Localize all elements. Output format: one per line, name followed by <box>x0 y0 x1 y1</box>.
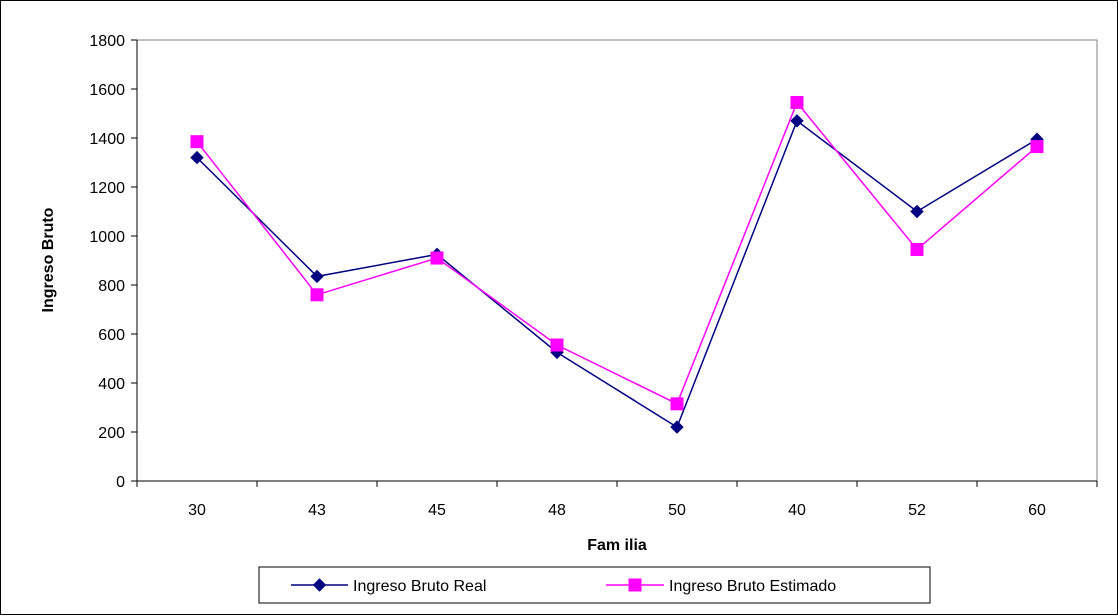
y-tick-label: 1000 <box>89 229 125 246</box>
data-point <box>550 338 564 352</box>
legend-label: Ingreso Bruto Real <box>353 578 486 595</box>
plot-area <box>136 39 1098 482</box>
data-point <box>670 397 684 411</box>
data-point <box>670 420 684 434</box>
data-point <box>790 95 804 109</box>
legend-item: Ingreso Bruto Estimado <box>606 578 836 595</box>
y-tick-label: 0 <box>116 474 125 491</box>
legend-marker <box>312 578 327 592</box>
x-tick-label: 60 <box>1028 502 1046 519</box>
x-tick-label: 45 <box>428 502 446 519</box>
y-tick-label: 200 <box>98 425 125 442</box>
x-tick-label: 43 <box>308 502 326 519</box>
x-tick-label: 52 <box>908 502 926 519</box>
y-tick-label: 400 <box>98 376 125 393</box>
y-tick-label: 1400 <box>89 131 125 148</box>
legend-label: Ingreso Bruto Estimado <box>669 578 836 595</box>
legend-item: Ingreso Bruto Real <box>291 578 486 595</box>
legend-marker <box>628 578 642 592</box>
data-point <box>1030 140 1044 154</box>
data-point <box>790 114 804 128</box>
series-layer <box>190 95 1044 434</box>
y-tick-label: 800 <box>98 278 125 295</box>
series-line <box>196 101 1038 405</box>
x-axis: 30 43 45 48 50 40 52 60 <box>136 480 1098 519</box>
data-point <box>310 288 324 302</box>
y-axis-title: Ingreso Bruto <box>40 207 57 312</box>
y-tick-label: 600 <box>98 327 125 344</box>
x-axis-title: Fam ilia <box>587 537 647 554</box>
data-point <box>190 150 204 165</box>
series-line <box>196 119 1038 429</box>
y-tick-label: 1800 <box>89 33 125 50</box>
data-point <box>430 251 444 265</box>
data-point <box>910 204 924 219</box>
x-tick-label: 48 <box>548 502 566 519</box>
y-axis: 0 200 400 600 800 1000 1200 1400 1600 1800 <box>89 33 138 491</box>
x-tick-label: 50 <box>668 502 686 519</box>
y-tick-label: 1200 <box>89 180 125 197</box>
data-point <box>310 269 324 284</box>
legend: Ingreso Bruto Real Ingreso Bruto Estimado <box>258 566 931 604</box>
series-estimado <box>190 95 1044 411</box>
y-tick-label: 1600 <box>89 82 125 99</box>
data-point <box>190 135 204 149</box>
data-point <box>910 242 924 256</box>
legend-box <box>258 566 931 604</box>
x-tick-label: 30 <box>188 502 206 519</box>
x-tick-label: 40 <box>788 502 806 519</box>
